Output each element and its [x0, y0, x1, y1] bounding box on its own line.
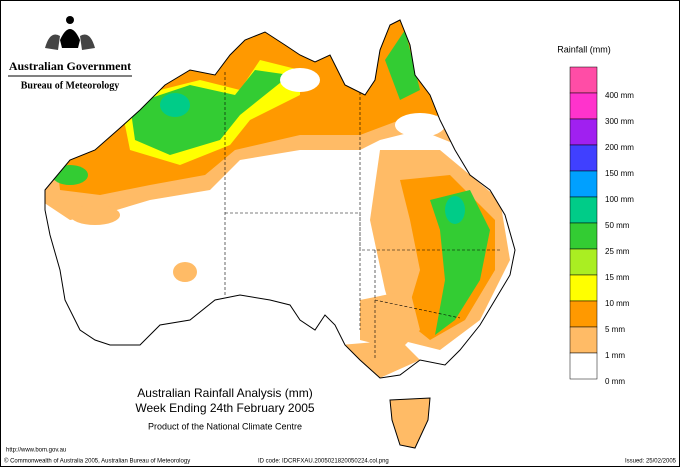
legend-swatch: [569, 92, 598, 120]
map-product: Product of the National Climate Centre: [148, 421, 302, 431]
legend-label: 200 mm: [605, 143, 634, 152]
footer-id-code: ID code: IDCRFXAU.2005021820050224.col.p…: [258, 459, 389, 465]
legend-label: 10 mm: [605, 299, 630, 308]
government-name: Australian Government: [9, 59, 131, 73]
map-period: Week Ending 24th February 2005: [135, 401, 315, 415]
legend-label: 100 mm: [605, 195, 634, 204]
legend-swatch: [569, 248, 598, 276]
legend-swatch: [569, 66, 598, 94]
legend-swatch: [569, 352, 598, 380]
legend-label: 0 mm: [605, 377, 625, 386]
state-borders: [224, 72, 500, 360]
legend-label: 300 mm: [605, 117, 634, 126]
bureau-name: Bureau of Meteorology: [21, 80, 120, 91]
legend-label: 50 mm: [605, 221, 630, 230]
legend-title: Rainfall (mm): [557, 44, 611, 54]
footer-issued: Issued: 25/02/2005: [625, 459, 677, 465]
legend-swatch: [569, 118, 598, 146]
legend-swatch: [569, 300, 598, 328]
map-title: Australian Rainfall Analysis (mm): [137, 386, 312, 400]
legend-swatch: [569, 326, 598, 354]
tasmania: [389, 397, 431, 449]
coastline: [44, 19, 516, 379]
legend-label: 150 mm: [605, 169, 634, 178]
logo: Australian Government Bureau of Meteorol…: [8, 16, 132, 91]
footer-copyright: © Commonwealth of Australia 2005, Austra…: [4, 458, 190, 465]
legend-swatch: [569, 170, 598, 198]
legend-swatch: [569, 144, 598, 172]
legend: Rainfall (mm) 400 mm 300 mm 200 mm 150 mm 10…: [557, 44, 634, 386]
legend-label: 1 mm: [605, 351, 625, 360]
legend-swatch: [569, 196, 598, 224]
legend-swatch: [569, 274, 598, 302]
legend-label: 15 mm: [605, 273, 630, 282]
footer-url: http://www.bom.gov.au: [6, 448, 66, 454]
legend-label: 25 mm: [605, 247, 630, 256]
legend-label: 400 mm: [605, 91, 634, 100]
legend-swatch: [569, 222, 598, 250]
legend-label: 5 mm: [605, 325, 625, 334]
